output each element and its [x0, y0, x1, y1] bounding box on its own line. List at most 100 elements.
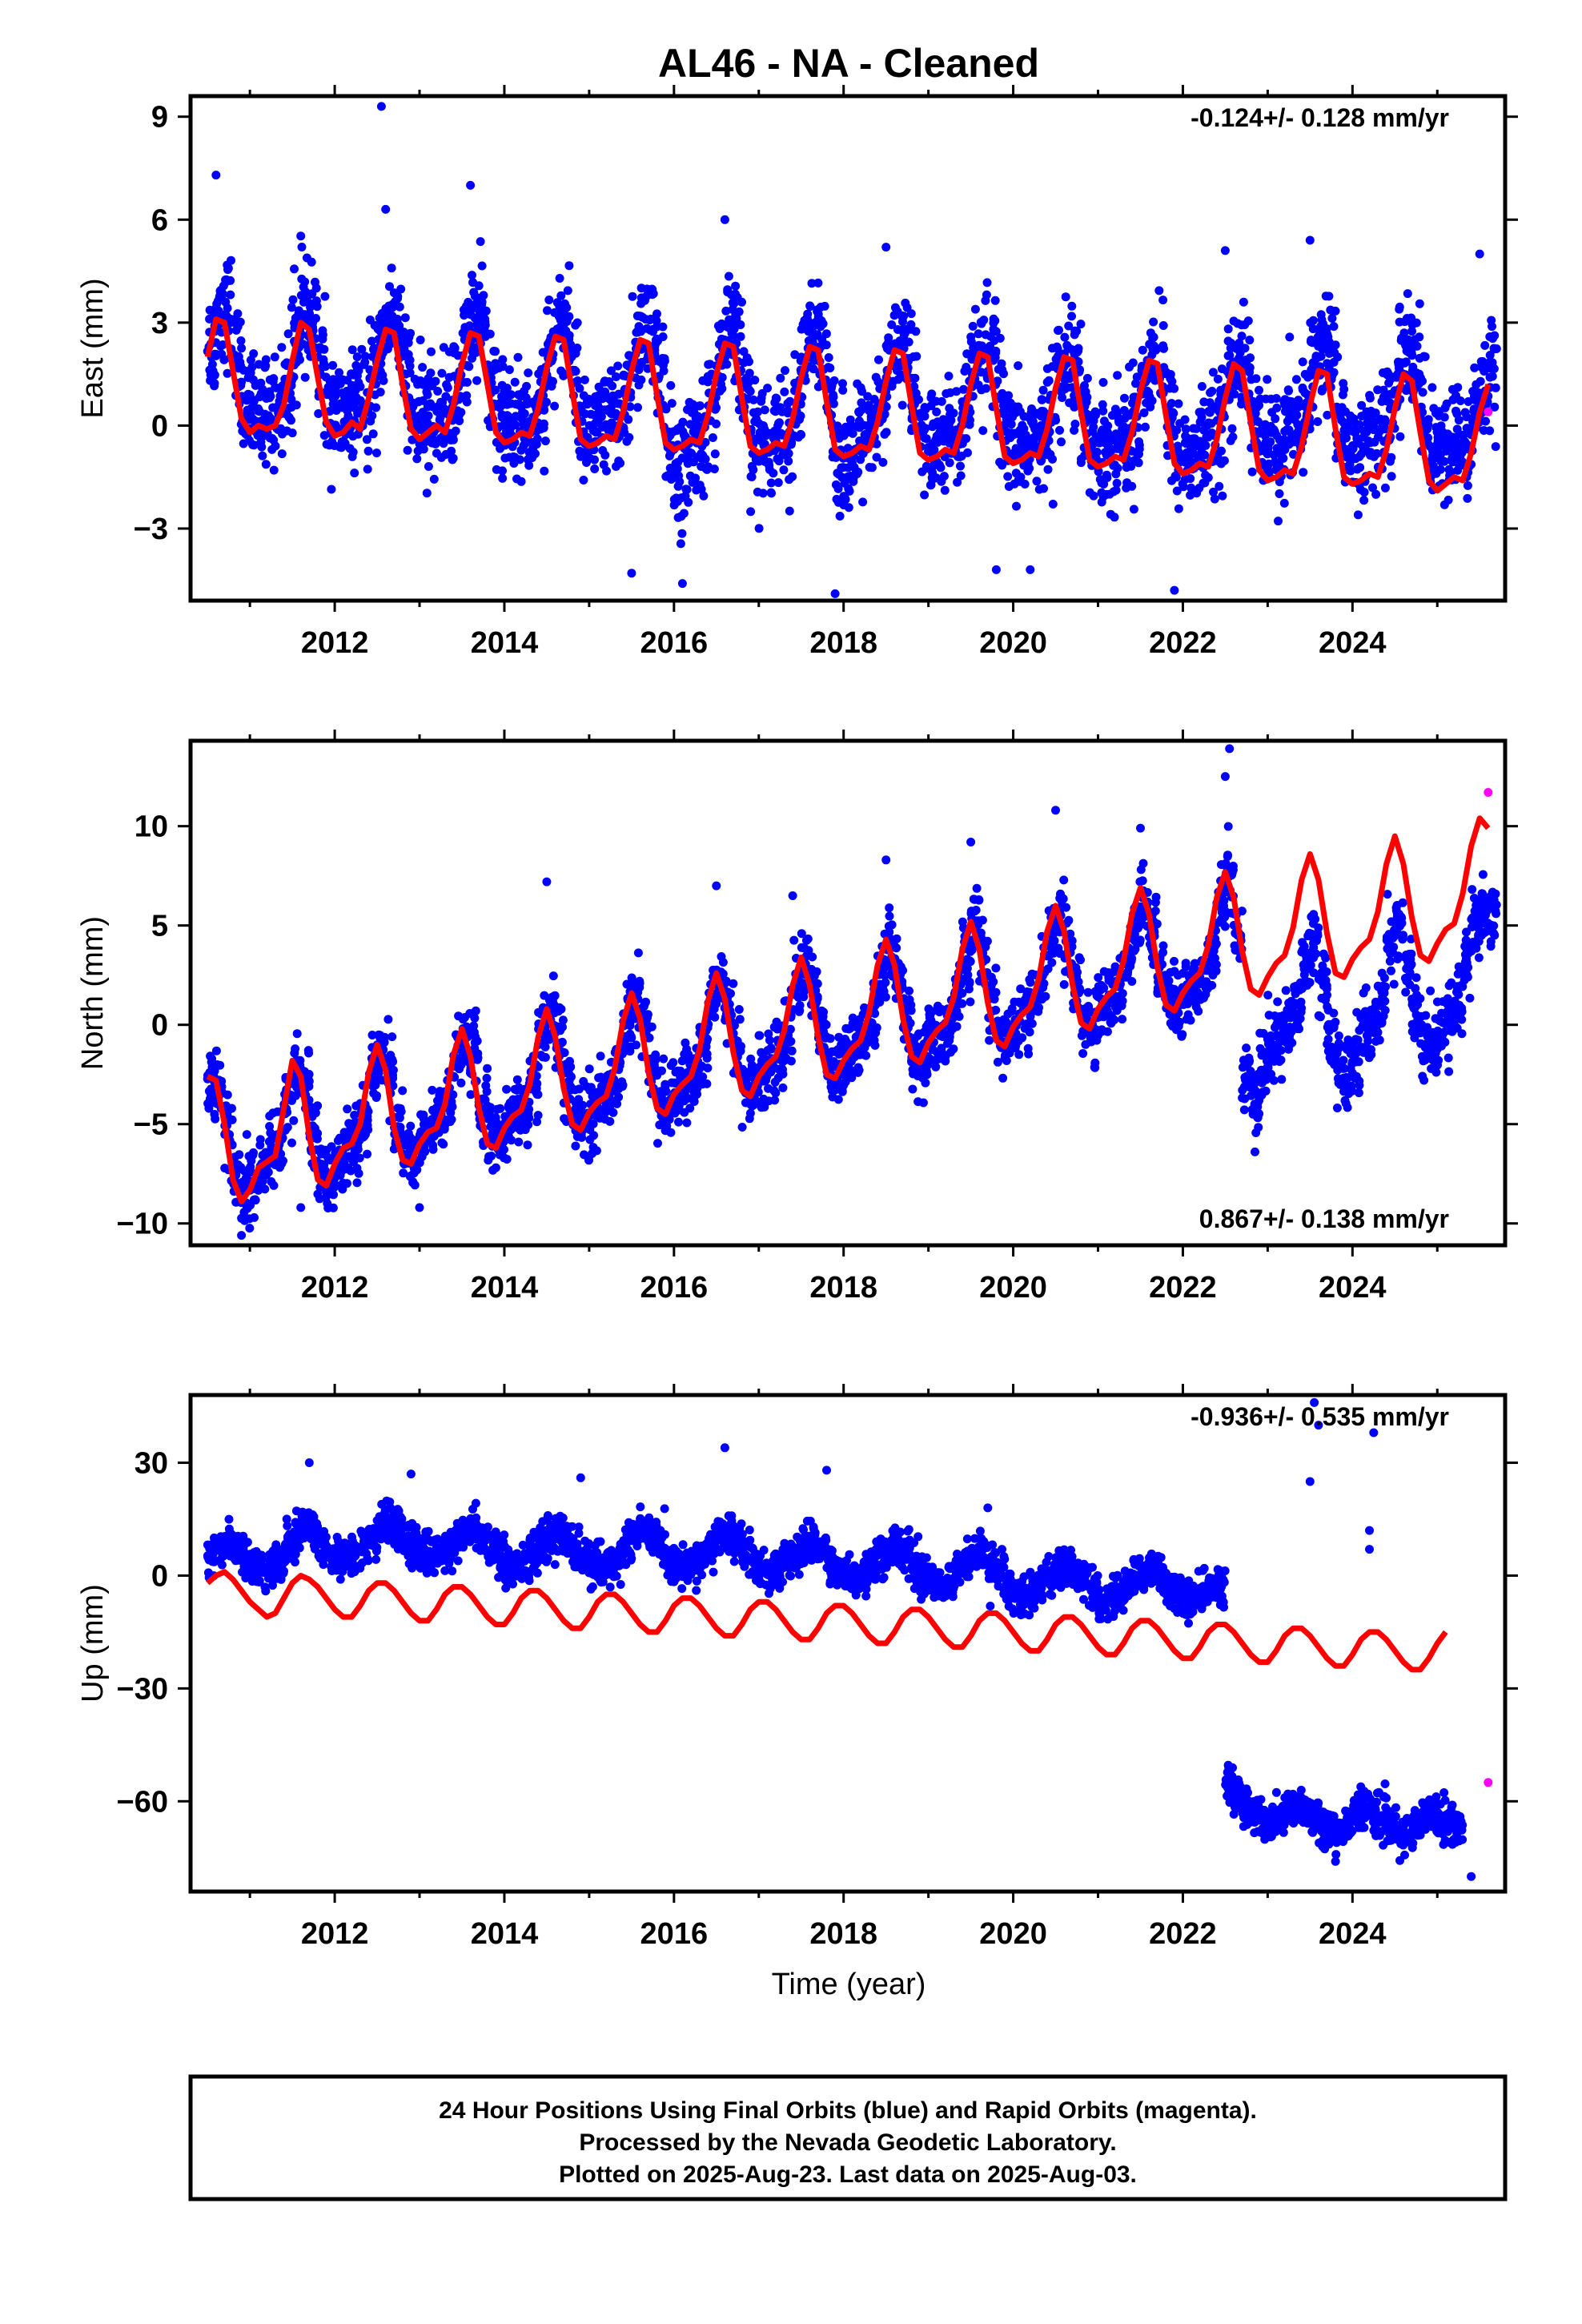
final-orbit-point: [1468, 387, 1478, 396]
final-orbit-point: [428, 1085, 437, 1095]
final-orbit-point: [887, 381, 897, 391]
final-orbit-point: [363, 1149, 372, 1159]
final-orbit-point: [793, 432, 803, 442]
final-orbit-point: [1485, 426, 1495, 436]
final-orbit-point: [584, 1064, 594, 1074]
final-orbit-point: [725, 315, 734, 324]
final-orbit-point: [606, 366, 616, 376]
final-orbit-point: [375, 388, 385, 397]
final-orbit-point: [363, 446, 373, 456]
final-orbit-point: [492, 1104, 502, 1114]
final-orbit-point: [249, 1148, 258, 1157]
final-orbit-point: [756, 436, 765, 445]
final-orbit-point: [697, 485, 706, 494]
final-orbit-point: [227, 1115, 237, 1124]
final-orbit-point: [1395, 432, 1405, 441]
final-orbit-point: [273, 1107, 283, 1116]
final-orbit-point: [362, 435, 371, 444]
final-orbit-point: [203, 1099, 213, 1108]
final-orbit-point: [734, 307, 744, 316]
final-orbit-point: [612, 372, 620, 381]
final-orbit-point: [1103, 449, 1112, 459]
final-orbit-point: [878, 457, 888, 467]
final-orbit-point: [1120, 393, 1129, 403]
final-orbit-point: [282, 409, 291, 419]
final-orbit-point: [418, 396, 428, 405]
final-orbit-point: [865, 404, 874, 413]
final-orbit-point: [315, 343, 325, 352]
final-orbit-point: [844, 503, 853, 513]
final-orbit-point: [291, 400, 301, 410]
final-orbit-point: [1281, 407, 1290, 416]
final-orbit-point: [1485, 351, 1495, 360]
final-orbit-point: [1165, 384, 1174, 393]
final-orbit-point: [1098, 400, 1107, 409]
final-orbit-point: [555, 1003, 564, 1012]
final-orbit-point: [1067, 301, 1077, 311]
final-orbit-point: [1316, 310, 1326, 320]
final-orbit-point: [245, 390, 255, 400]
final-orbit-point: [1490, 331, 1500, 340]
final-orbit-point: [404, 338, 413, 348]
final-orbit-point: [1263, 448, 1273, 458]
final-orbit-point: [392, 315, 402, 324]
final-orbit-point: [945, 458, 954, 468]
final-orbit-point: [558, 1015, 568, 1025]
final-orbit-point: [1272, 403, 1282, 412]
final-orbit-point: [502, 384, 512, 393]
final-orbit-point: [456, 408, 466, 417]
final-orbit-point: [366, 416, 375, 426]
final-orbit-point: [1463, 493, 1472, 503]
final-orbit-point: [256, 378, 266, 388]
final-orbit-point: [540, 466, 549, 476]
final-orbit-point: [735, 1015, 745, 1024]
final-orbit-point: [1415, 299, 1424, 308]
final-orbit-point: [1195, 417, 1205, 427]
final-orbit-point: [374, 1030, 383, 1039]
final-orbit-point: [1255, 385, 1263, 395]
final-orbit-point: [1263, 460, 1272, 470]
final-orbit-point: [881, 243, 891, 252]
final-orbit-point: [1010, 408, 1020, 418]
final-orbit-point: [211, 1114, 220, 1124]
final-orbit-point: [1349, 414, 1359, 424]
final-orbit-point: [1365, 391, 1375, 400]
final-orbit-point: [1453, 383, 1463, 392]
final-orbit-point: [1333, 404, 1343, 414]
final-orbit-point: [881, 428, 891, 437]
final-orbit-point: [715, 386, 725, 396]
final-orbit-point: [785, 475, 794, 485]
final-orbit-point: [330, 388, 339, 397]
final-orbit-point: [1481, 416, 1490, 426]
final-orbit-point: [805, 302, 815, 312]
final-orbit-point: [780, 1043, 789, 1053]
final-orbit-point: [614, 1092, 624, 1102]
final-orbit-point: [1127, 481, 1137, 491]
final-orbit-point: [1274, 517, 1283, 526]
final-orbit-point: [669, 495, 679, 505]
final-orbit-point: [906, 320, 916, 329]
final-orbit-point: [1129, 505, 1138, 514]
final-orbit-point: [1232, 344, 1241, 353]
final-orbit-point: [1070, 402, 1079, 412]
final-orbit-point: [447, 1099, 456, 1108]
final-orbit-point: [1464, 397, 1473, 406]
final-orbit-point: [534, 369, 544, 379]
final-orbit-point: [729, 331, 738, 340]
final-orbit-point: [1366, 438, 1375, 448]
final-orbit-point: [512, 474, 521, 484]
final-orbit-point: [1247, 375, 1256, 384]
final-orbit-point: [1019, 460, 1029, 470]
final-orbit-point: [872, 452, 881, 462]
final-orbit-point: [373, 1073, 383, 1083]
final-orbit-point: [283, 329, 293, 339]
final-orbit-point: [405, 361, 415, 371]
final-orbit-point: [1209, 487, 1218, 497]
final-orbit-point: [737, 1123, 747, 1132]
final-orbit-point: [1218, 491, 1227, 501]
final-orbit-point: [982, 384, 991, 393]
final-orbit-point: [375, 313, 384, 323]
final-orbit-point: [548, 996, 557, 1006]
final-orbit-point: [510, 377, 520, 387]
final-orbit-point: [785, 1024, 795, 1034]
